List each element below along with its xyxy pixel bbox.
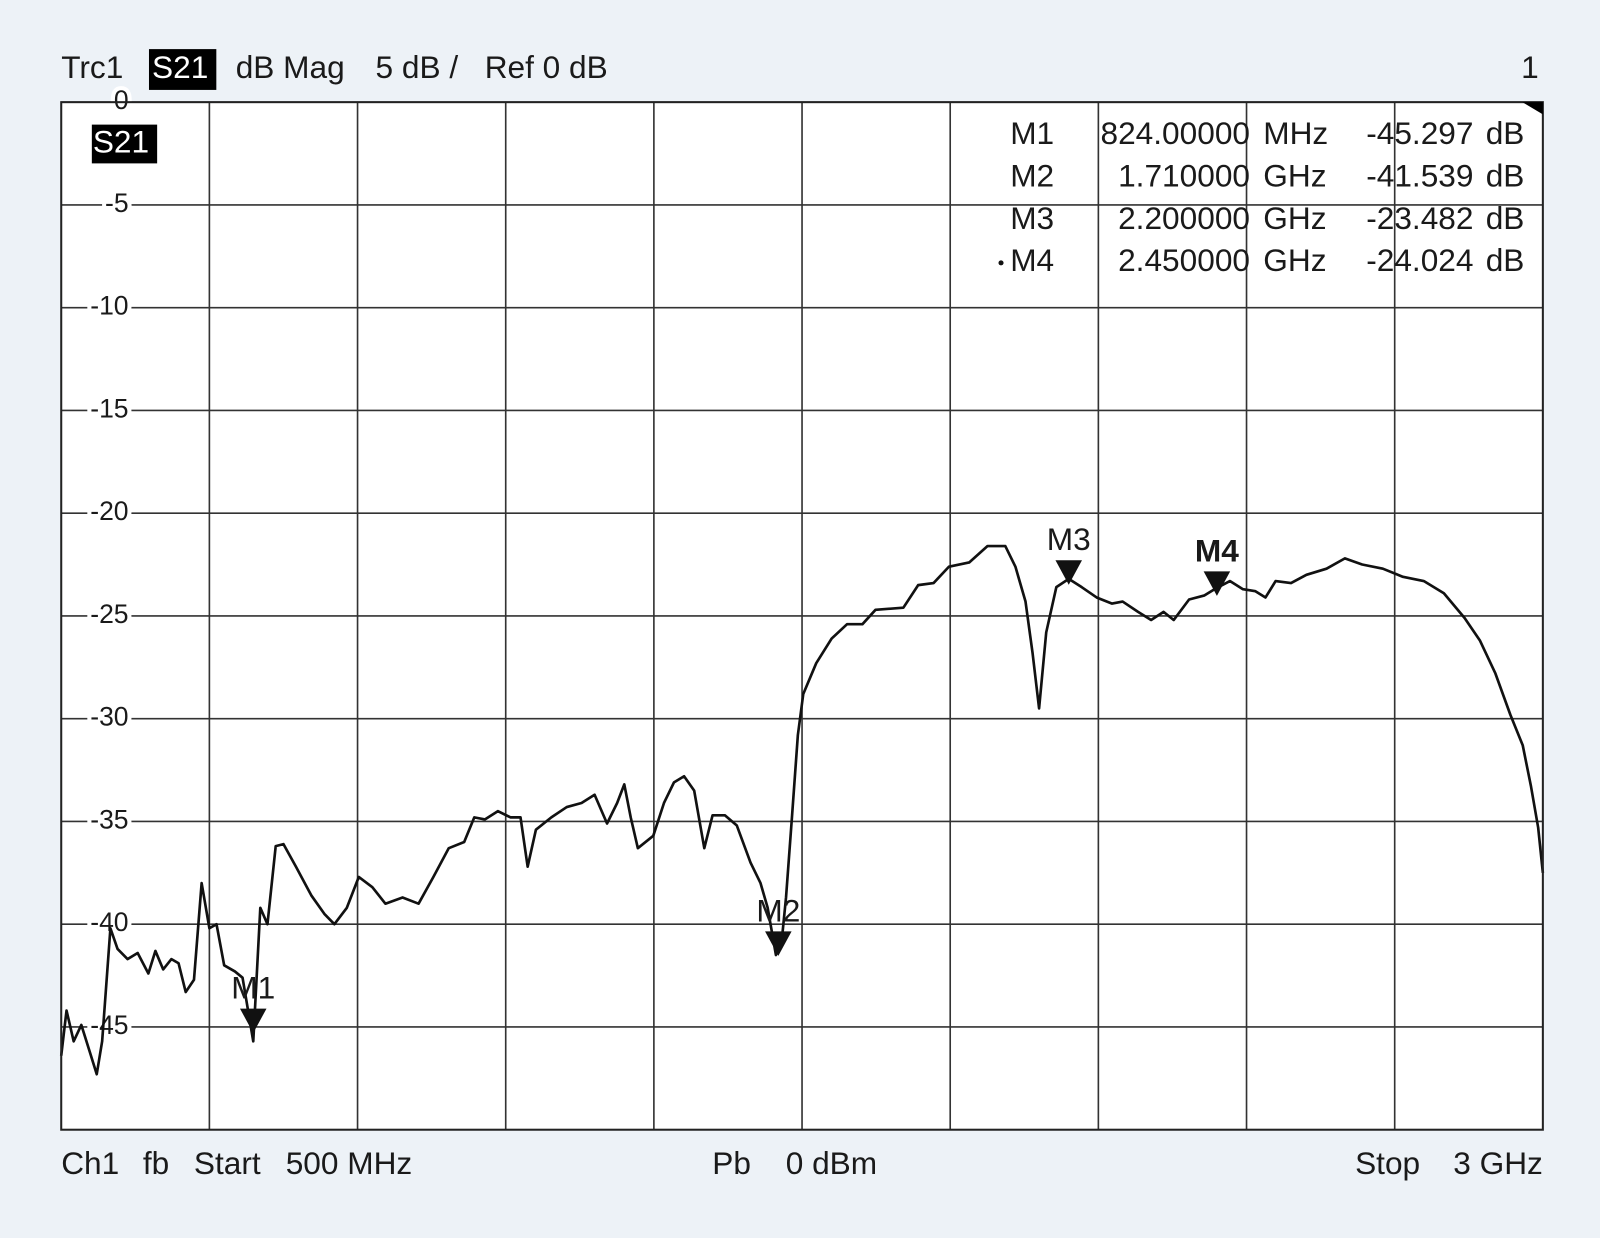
readout-value: -41.539 bbox=[1366, 158, 1473, 194]
format: dB Mag bbox=[236, 49, 345, 85]
active-dot bbox=[998, 260, 1004, 266]
plot-frame bbox=[60, 101, 1544, 1131]
trace bbox=[59, 544, 1545, 1076]
y-tick-label: -15 bbox=[90, 393, 128, 423]
readout-value: -45.297 bbox=[1366, 115, 1473, 151]
y-tick-label: -30 bbox=[90, 702, 128, 732]
marker-triangle bbox=[1203, 571, 1231, 596]
trace-name: Trc1 bbox=[61, 49, 123, 85]
power-label: Pb bbox=[712, 1145, 751, 1181]
stop-label: Stop bbox=[1355, 1145, 1420, 1181]
readout-name: M2 bbox=[1010, 158, 1054, 194]
parameter: S21 bbox=[152, 49, 208, 85]
start: 500 MHz bbox=[286, 1145, 413, 1181]
readout-freq-unit: GHz bbox=[1263, 158, 1326, 194]
start-label: Start bbox=[194, 1145, 261, 1181]
readout-freq: 2.200000 bbox=[1118, 200, 1250, 236]
reference: Ref 0 dB bbox=[485, 49, 608, 85]
y-tick-label: -25 bbox=[90, 599, 128, 629]
scale: 5 dB / bbox=[376, 49, 459, 85]
readout-freq-unit: MHz bbox=[1263, 115, 1328, 151]
readout-unit: dB bbox=[1486, 200, 1525, 236]
readout-freq: 824.00000 bbox=[1101, 115, 1251, 151]
readout-freq: 1.710000 bbox=[1118, 158, 1250, 194]
y-tick-label: -35 bbox=[90, 804, 128, 834]
marker-label: M2 bbox=[756, 892, 800, 928]
y-tick-label: -20 bbox=[90, 496, 128, 526]
marker-label: M4 bbox=[1195, 532, 1239, 568]
y-tick-label: -5 bbox=[105, 188, 129, 218]
readout-name: M4 bbox=[1010, 242, 1054, 278]
readout-freq-unit: GHz bbox=[1263, 200, 1326, 236]
power: 0 dBm bbox=[786, 1145, 877, 1181]
channel: Ch1 bbox=[61, 1145, 119, 1181]
trace-label: S21 bbox=[93, 123, 149, 159]
readout-value: -23.482 bbox=[1366, 200, 1473, 236]
y-tick-label: 0 bbox=[114, 85, 129, 115]
y-tick-label: -45 bbox=[90, 1010, 128, 1040]
y-tick-label: -10 bbox=[90, 291, 128, 321]
marker-triangle bbox=[1055, 560, 1082, 585]
readout-freq: 2.450000 bbox=[1118, 242, 1250, 278]
readout-unit: dB bbox=[1486, 158, 1525, 194]
channel-number: 1 bbox=[1521, 49, 1539, 85]
marker-label: M1 bbox=[231, 970, 275, 1006]
stop: 3 GHz bbox=[1453, 1145, 1543, 1181]
parameter-box bbox=[148, 49, 217, 90]
readout-name: M1 bbox=[1010, 115, 1054, 151]
readout-value: -24.024 bbox=[1366, 242, 1473, 278]
trace-label-box bbox=[91, 124, 158, 164]
readout-name: M3 bbox=[1010, 200, 1054, 236]
readout-freq-unit: GHz bbox=[1263, 242, 1326, 278]
marker-triangle bbox=[765, 931, 792, 956]
mode: fb bbox=[143, 1145, 169, 1181]
marker-triangle bbox=[239, 1008, 267, 1034]
readout-unit: dB bbox=[1486, 115, 1525, 151]
readout-unit: dB bbox=[1486, 242, 1525, 278]
marker-label: M3 bbox=[1047, 521, 1091, 557]
